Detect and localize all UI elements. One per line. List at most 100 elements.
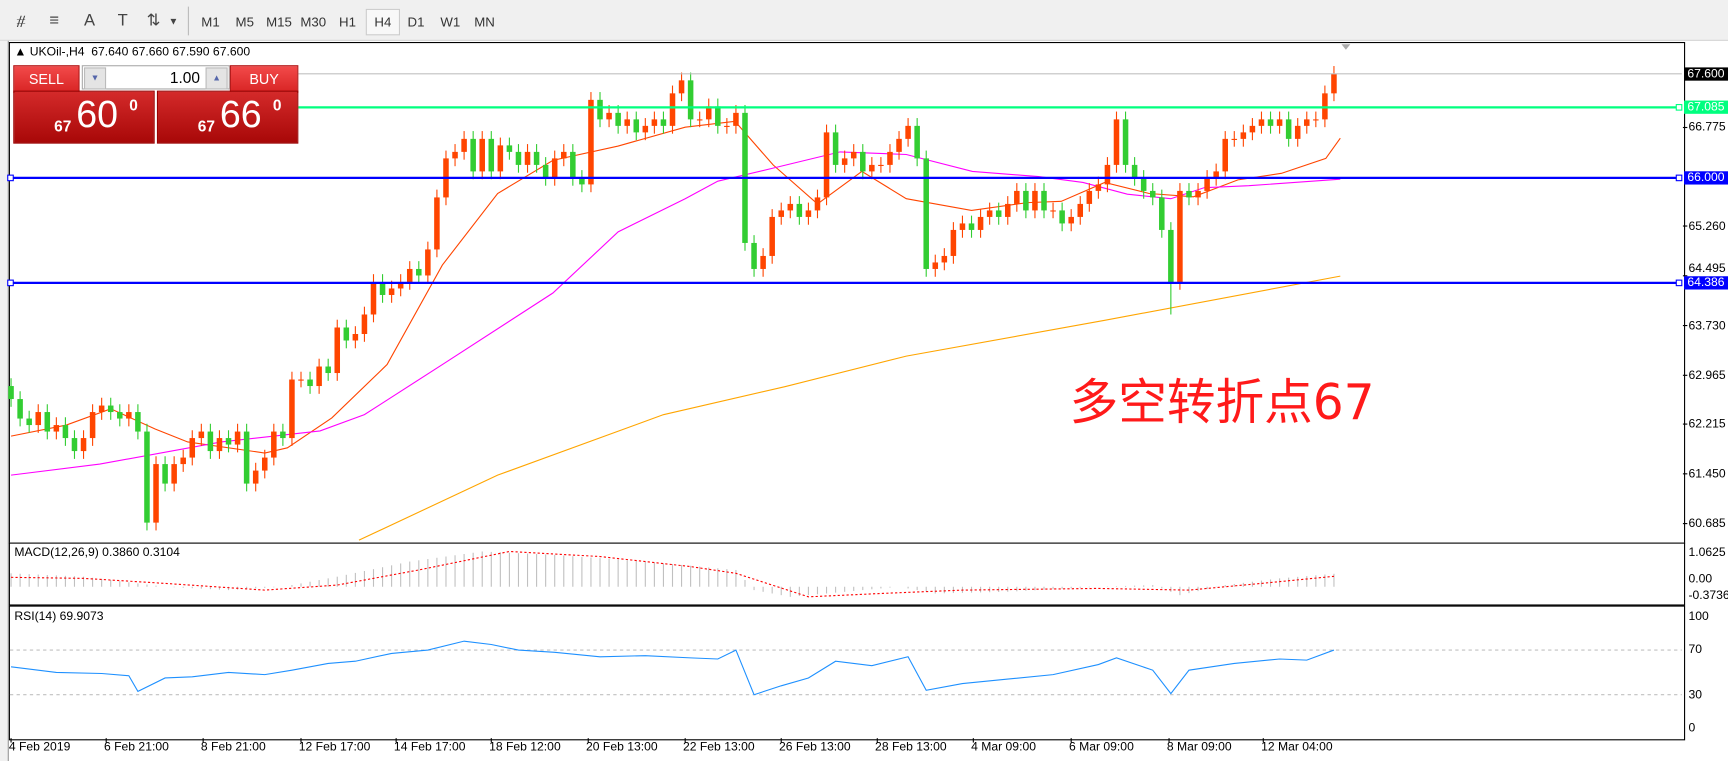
candle-body <box>461 138 467 152</box>
candle-body <box>1177 190 1183 282</box>
rsi-panel[interactable] <box>8 605 1686 741</box>
lot-decrease-icon[interactable]: ▼ <box>83 67 107 90</box>
candle-body <box>570 151 576 178</box>
candle <box>1213 163 1219 186</box>
candle-body <box>80 438 87 452</box>
timeframe-m15[interactable]: M15 <box>266 14 292 30</box>
candle <box>316 358 322 394</box>
candle <box>126 404 132 427</box>
timeframe-m1[interactable]: M1 <box>201 14 220 30</box>
candle <box>207 423 214 459</box>
timeframe-w1[interactable]: W1 <box>440 14 461 30</box>
candle <box>216 430 223 459</box>
candle-body <box>117 412 123 419</box>
arrows-icon[interactable]: ⇅ <box>146 11 161 30</box>
candle <box>524 144 531 173</box>
candle <box>642 118 649 141</box>
candle-body <box>243 431 250 484</box>
candle-body <box>642 125 649 133</box>
candle <box>1276 111 1283 134</box>
candle-body <box>1004 203 1011 217</box>
candle <box>234 423 241 453</box>
candle-body <box>1077 203 1084 217</box>
candle-body <box>597 99 603 120</box>
lot-increase-icon[interactable]: ▲ <box>205 67 228 90</box>
candle-body <box>388 288 395 295</box>
x-tick-label: 8 Feb 21:00 <box>200 740 266 754</box>
sell-price-button[interactable]: 67 60 0 <box>13 90 155 144</box>
candle-body <box>1032 190 1038 211</box>
candle-body <box>234 431 241 445</box>
fibonacci-icon[interactable]: ≡ <box>49 11 59 30</box>
candle <box>1231 131 1238 147</box>
x-tick-label: 18 Feb 12:00 <box>489 740 561 754</box>
candle <box>8 378 14 407</box>
candle-body <box>1113 119 1120 165</box>
text-label-icon[interactable]: T <box>117 11 128 30</box>
candle-body <box>1068 216 1074 224</box>
x-tick-label: 26 Feb 13:00 <box>779 740 851 754</box>
candle <box>769 209 775 264</box>
candle-body <box>307 379 313 387</box>
candle-body <box>1258 119 1265 126</box>
candle-body <box>515 151 522 165</box>
lot-value[interactable]: 1.00 <box>169 68 201 87</box>
candle-body <box>397 281 404 289</box>
lot-size-field[interactable]: ▼ 1.00 ▲ <box>81 65 230 90</box>
candle <box>53 417 60 440</box>
candle-body <box>959 223 966 230</box>
text-icon[interactable]: A <box>83 11 96 30</box>
candle <box>1240 124 1247 147</box>
candle-body <box>271 431 277 458</box>
candle <box>1285 111 1292 147</box>
rsi-tick-label: 0 <box>1688 721 1696 735</box>
buy-price-button[interactable]: 67 66 0 <box>156 90 299 144</box>
timeframe-d1[interactable]: D1 <box>407 14 425 30</box>
collapse-triangle-icon[interactable]: ▲ <box>14 45 30 59</box>
candle <box>280 423 286 446</box>
candle <box>542 157 549 186</box>
candle-body <box>126 412 132 419</box>
candle <box>696 111 703 128</box>
candle <box>606 105 612 128</box>
timeframe-h4[interactable]: H4 <box>365 8 401 36</box>
candle-body <box>162 464 168 484</box>
price-label-bid: 67.600 <box>1684 67 1728 81</box>
buy-price-fraction: 0 <box>272 96 282 114</box>
candle-body <box>488 138 495 172</box>
candle-body <box>334 327 341 374</box>
elliott-wave-icon[interactable]: ⧣ <box>16 11 26 30</box>
sell-button[interactable]: SELL <box>13 65 80 93</box>
candle-body <box>379 281 386 295</box>
dropdown-arrow-icon[interactable]: ▼ <box>168 15 179 27</box>
candle-body <box>361 314 368 335</box>
candle <box>1095 176 1102 199</box>
line-handle <box>1675 279 1683 287</box>
candle <box>1086 183 1093 212</box>
rsi-tick-label: 30 <box>1688 688 1702 702</box>
candle <box>189 430 196 466</box>
timeframe-m30[interactable]: M30 <box>300 14 327 30</box>
x-tick-label: 12 Mar 04:00 <box>1261 740 1333 754</box>
candle <box>597 92 603 128</box>
candle-body <box>506 145 513 152</box>
candle <box>760 248 766 277</box>
candle-body <box>1267 119 1274 126</box>
candle-body <box>1249 125 1256 133</box>
candle-body <box>316 366 322 387</box>
candle-body <box>551 158 558 178</box>
candle <box>515 144 522 173</box>
candle <box>261 449 268 479</box>
candle <box>1140 170 1147 199</box>
y-tick-label: 60.685 <box>1688 516 1726 531</box>
timeframe-m5[interactable]: M5 <box>235 14 254 30</box>
candle <box>1032 183 1038 219</box>
timeframe-mn[interactable]: MN <box>474 14 495 30</box>
candle <box>416 261 422 284</box>
candle-body <box>343 327 350 341</box>
x-tick-label: 20 Feb 13:00 <box>586 740 658 754</box>
timeframe-h1[interactable]: H1 <box>339 14 356 30</box>
candle <box>1104 157 1111 193</box>
buy-button[interactable]: BUY <box>229 65 299 93</box>
